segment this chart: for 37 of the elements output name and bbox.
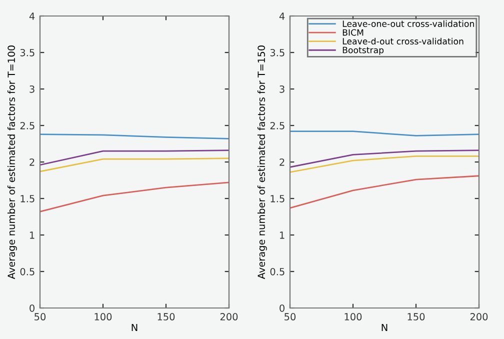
y-tick-label: 0.5 <box>270 268 284 276</box>
x-tick-label: 150 <box>408 313 425 320</box>
y-tick-label: 1 <box>280 232 284 239</box>
legend-label: Bootstrap <box>342 46 384 55</box>
y-tick-label: 0 <box>30 304 34 312</box>
x-tick-label: 200 <box>470 313 488 320</box>
y-tick-label: 2.5 <box>20 122 34 130</box>
y-tick-label: 1 <box>30 232 34 239</box>
y-tick-label: 1.5 <box>270 195 284 202</box>
y-tick-label: 3 <box>30 85 34 93</box>
legend-label: Leave-one-out cross-validation <box>342 20 474 27</box>
y-tick-label: 2.5 <box>270 122 284 130</box>
y-tick-label: 1.5 <box>20 195 34 202</box>
y-tick-label: 0.5 <box>20 268 34 276</box>
x-axis-title: N <box>382 324 388 332</box>
x-axis-title: N <box>132 324 138 332</box>
line-series <box>290 175 479 209</box>
x-tick-label: 50 <box>284 313 296 320</box>
y-tick-label: 2 <box>30 158 34 166</box>
x-tick-label: 150 <box>158 313 175 320</box>
y-tick-label: 3.5 <box>270 48 284 56</box>
y-axis-title: Average number of estimated factors for T=100 <box>7 46 17 280</box>
y-tick-label: 2 <box>280 158 284 166</box>
y-axis-title: Average number of estimated factors for T=150 <box>257 46 267 280</box>
y-tick-label: 4 <box>29 12 35 20</box>
x-tick-label: 100 <box>344 313 362 320</box>
y-tick-label: 3.5 <box>20 48 34 56</box>
y-tick-label: 0 <box>280 304 284 312</box>
legend-label: BICM <box>342 29 364 36</box>
y-tick-label: 4 <box>279 12 285 20</box>
legend-label: Leave-d-out cross-validation <box>342 38 464 44</box>
x-tick-label: 50 <box>34 313 46 320</box>
y-tick-label: 3 <box>280 85 284 93</box>
x-tick-label: 100 <box>94 313 112 320</box>
line-series <box>40 182 229 212</box>
line-series <box>290 150 479 168</box>
x-tick-label: 200 <box>220 313 238 320</box>
